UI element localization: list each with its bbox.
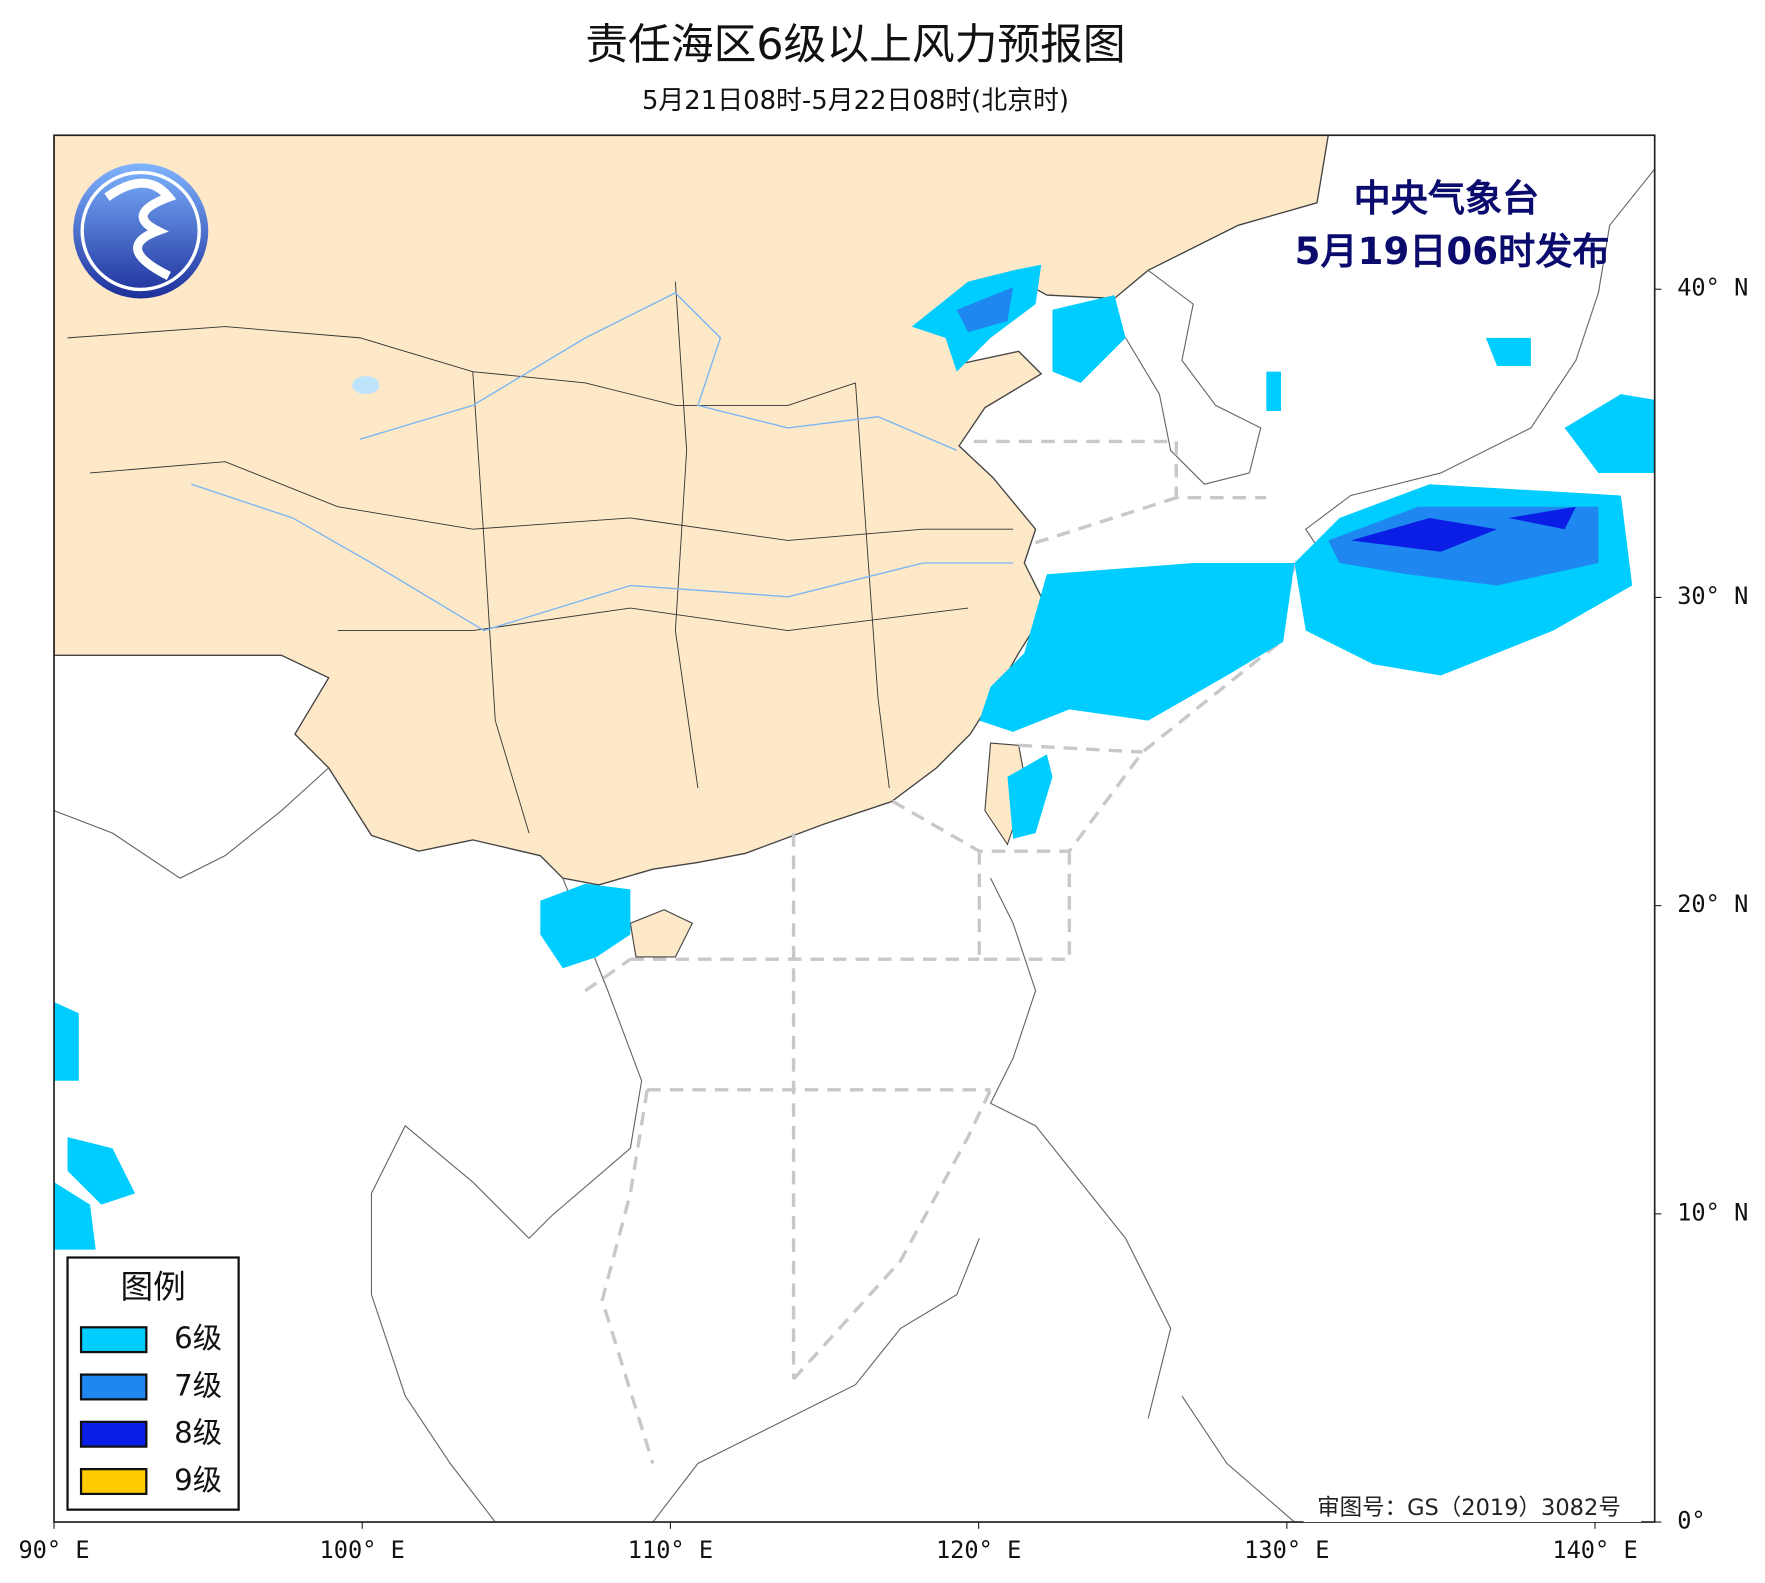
publisher: 中央气象台 [1354,177,1540,220]
x-axis-label: 140° E [1552,1536,1637,1564]
admin-lines [67,281,1014,834]
approval-bg [1303,1492,1642,1523]
legend-swatch [79,1468,148,1496]
x-axis-label: 130° E [1244,1536,1329,1564]
title: 责任海区6级以上风力预报图 [585,20,1125,70]
legend-swatch [79,1326,148,1354]
x-axis-label: 100° E [320,1536,405,1564]
sea-areas [584,439,1297,1465]
subtitle: 5月21日08时-5月22日08时(北京时) [642,86,1069,116]
wind-areas-8 [1350,506,1576,552]
x-axis-label: 110° E [628,1536,713,1564]
x-axis-label: 120° E [936,1536,1021,1564]
rivers [191,292,1014,632]
y-axis-label: 10° N [1677,1198,1748,1226]
hainan [629,909,694,958]
axis-labels: 90° E 100° E 110° E 120° E 130° E 140° E 40° N… [18,274,1748,1564]
y-axis-label: 40° N [1677,274,1748,302]
legend-swatch [79,1373,148,1401]
issued-time: 5月19日06时发布 [1295,230,1610,273]
map-approval: 审图号：GS（2019）3082号 [1317,1495,1621,1521]
legend-label: 6级 [174,1321,222,1355]
coastlines [54,168,1655,1523]
legend-title: 图例 [120,1268,185,1306]
legend-items: 6级 7级 8级 9级 [79,1321,222,1497]
x-axis-label: 90° E [18,1536,89,1564]
y-axis-label: 30° N [1677,582,1748,610]
y-axis-label: 0° [1677,1507,1705,1535]
wind-areas-7 [956,287,1599,586]
legend-label: 7级 [174,1368,222,1402]
legend-label: 9级 [174,1463,222,1497]
logo [73,163,209,299]
map-frame [53,134,1656,1523]
legend-label: 8级 [174,1416,222,1450]
y-axis-label: 20° N [1677,890,1748,918]
map-body [54,135,1655,1523]
legend-swatch [79,1420,148,1448]
